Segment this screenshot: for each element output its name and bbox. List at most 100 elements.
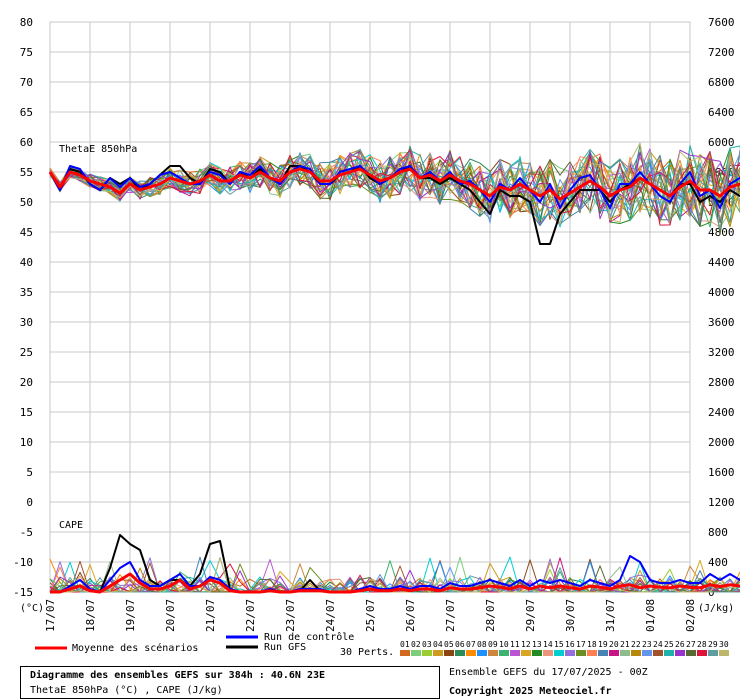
pert-legend-number: 15 xyxy=(554,640,564,649)
pert-legend-swatch xyxy=(433,650,443,656)
x-tick-label: 20/07 xyxy=(164,599,177,632)
right-tick-label: 800 xyxy=(708,526,728,539)
pert-legend-swatch xyxy=(664,650,674,656)
pert-legend-number: 23 xyxy=(642,640,652,649)
right-tick-label: 7200 xyxy=(708,46,735,59)
perturbation-line-cape xyxy=(50,567,740,593)
right-tick-label: 1600 xyxy=(708,466,735,479)
pert-legend-number: 18 xyxy=(587,640,597,649)
left-tick-label: 0 xyxy=(26,496,33,509)
right-unit-label: (J/kg) xyxy=(698,603,734,614)
left-tick-label: 50 xyxy=(20,196,33,209)
left-tick-label: 70 xyxy=(20,76,33,89)
perturbation-line-cape xyxy=(50,560,740,593)
pert-legend-swatch xyxy=(587,650,597,656)
left-tick-label: 45 xyxy=(20,226,33,239)
left-tick-label: 80 xyxy=(20,16,33,29)
pert-legend-swatch xyxy=(444,650,454,656)
x-tick-label: 22/07 xyxy=(244,599,257,632)
left-tick-label: 30 xyxy=(20,316,33,329)
x-tick-label: 28/07 xyxy=(484,599,497,632)
left-tick-label: -5 xyxy=(20,526,33,539)
right-tick-label: 2400 xyxy=(708,406,735,419)
pert-legend-number: 25 xyxy=(664,640,674,649)
left-tick-label: 20 xyxy=(20,376,33,389)
right-axis-ticks: 7600720068006400600056005200480044004000… xyxy=(708,16,735,599)
x-tick-label: 01/08 xyxy=(644,599,657,632)
perturbation-line-theta xyxy=(49,150,740,215)
pert-legend-number: 21 xyxy=(620,640,630,649)
left-tick-label: -15 xyxy=(13,586,33,599)
x-tick-label: 24/07 xyxy=(324,599,337,632)
left-tick-label: 55 xyxy=(20,166,33,179)
series-lines xyxy=(48,142,740,594)
left-tick-label: -10 xyxy=(13,556,33,569)
pert-legend-swatch xyxy=(609,650,619,656)
pert-legend-number: 04 xyxy=(433,640,443,649)
pert-legend-swatch xyxy=(521,650,531,656)
footer-title: Diagramme des ensembles GEFS sur 384h : … xyxy=(30,670,326,681)
right-tick-label: 400 xyxy=(708,556,728,569)
right-tick-label: 3200 xyxy=(708,346,735,359)
right-tick-label: 6800 xyxy=(708,76,735,89)
right-tick-label: 4800 xyxy=(708,226,735,239)
pert-legend-swatch xyxy=(708,650,718,656)
pert-legend-number: 01 xyxy=(400,640,410,649)
right-tick-label: 2000 xyxy=(708,436,735,449)
mean-line-theta xyxy=(48,167,740,201)
pert-legend-number: 07 xyxy=(466,640,476,649)
right-tick-label: 6400 xyxy=(708,106,735,119)
x-tick-label: 19/07 xyxy=(124,599,137,632)
pert-legend-number: 19 xyxy=(598,640,608,649)
gfs-line-theta xyxy=(49,165,740,245)
pert-legend-swatch xyxy=(466,650,476,656)
pert-legend-swatch xyxy=(653,650,663,656)
pert-legend-number: 03 xyxy=(422,640,432,649)
cape-label: CAPE xyxy=(59,520,83,531)
x-tick-label: 21/07 xyxy=(204,599,217,632)
pert-legend-number: 08 xyxy=(477,640,487,649)
pert-legend-swatch xyxy=(675,650,685,656)
perturbation-line-theta xyxy=(49,156,740,228)
pert-legend-number: 12 xyxy=(521,640,531,649)
pert-legend-swatch xyxy=(411,650,421,656)
perturbation-line-theta xyxy=(49,144,740,222)
left-tick-label: 40 xyxy=(20,256,33,269)
mean-line-cape xyxy=(50,572,740,594)
footer-title-box: Diagramme des ensembles GEFS sur 384h : … xyxy=(20,666,440,699)
right-tick-label: 3600 xyxy=(708,316,735,329)
pert-legend-swatch xyxy=(400,650,410,656)
pert-legend-swatch xyxy=(422,650,432,656)
x-tick-label: 17/07 xyxy=(44,599,57,632)
legend-gfs-label: Run GFS xyxy=(264,642,306,653)
pert-legend-number: 14 xyxy=(543,640,553,649)
chart-grid xyxy=(49,21,691,593)
x-tick-label: 25/07 xyxy=(364,599,377,632)
pert-legend-swatch xyxy=(631,650,641,656)
pert-legend-swatch xyxy=(510,650,520,656)
pert-legend-swatch xyxy=(499,650,509,656)
legend-control-label: Run de contrôle xyxy=(264,631,354,643)
x-tick-label: 18/07 xyxy=(84,599,97,632)
legend-mean-label: Moyenne des scénarios xyxy=(72,642,198,654)
pert-legend-number: 17 xyxy=(576,640,586,649)
pert-legend-swatch xyxy=(620,650,630,656)
pert-legend-number: 27 xyxy=(686,640,696,649)
x-tick-label: 23/07 xyxy=(284,599,297,632)
x-tick-label: 31/07 xyxy=(604,599,617,632)
perturbation-line-theta xyxy=(49,142,740,226)
pert-legend-swatch xyxy=(477,650,487,656)
left-tick-label: 65 xyxy=(20,106,33,119)
pert-legend-number: 16 xyxy=(565,640,575,649)
control-line-cape xyxy=(50,555,740,593)
pert-legend-number: 28 xyxy=(697,640,707,649)
run-info: Ensemble GEFS du 17/07/2025 - 00Z xyxy=(449,667,648,678)
legend-perts-label: 30 Perts. xyxy=(340,647,394,658)
right-tick-label: 4000 xyxy=(708,286,735,299)
pert-legend-swatch xyxy=(532,650,542,656)
x-tick-label: 02/08 xyxy=(684,599,697,632)
perturbation-line-theta xyxy=(49,145,740,219)
pert-legend-swatch xyxy=(642,650,652,656)
